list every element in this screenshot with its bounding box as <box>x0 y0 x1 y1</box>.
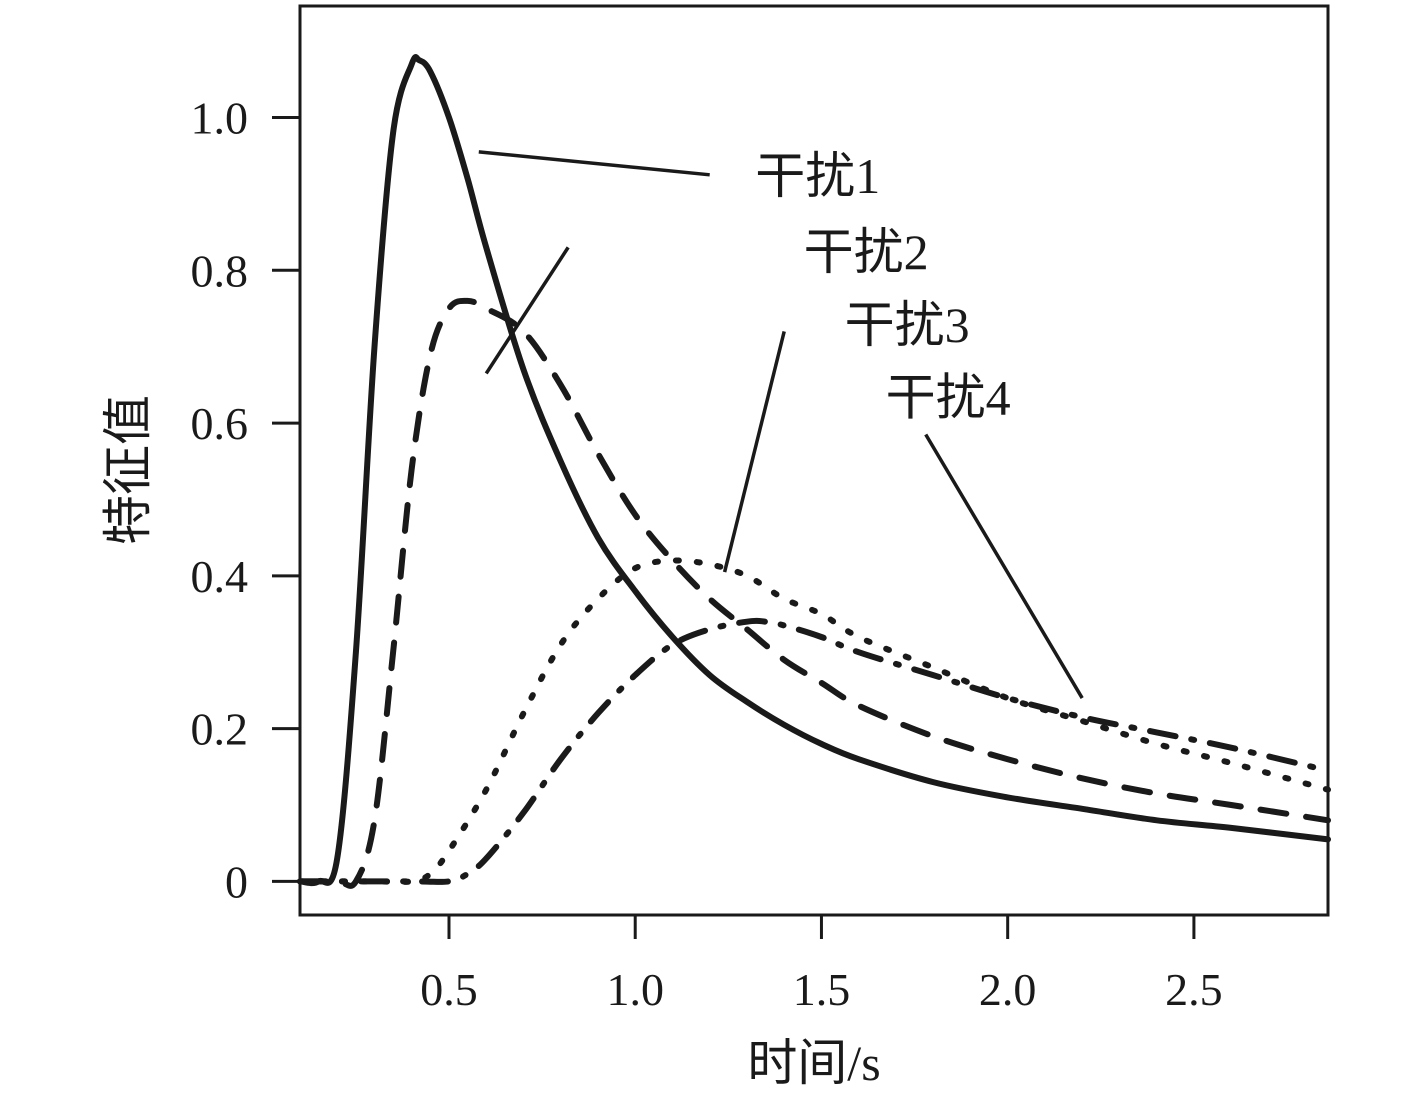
annotation-leader-2 <box>484 246 570 375</box>
x-tick-label: 2.5 <box>1165 964 1223 1015</box>
x-tick-label: 1.0 <box>606 964 664 1015</box>
annotation-leader-4 <box>924 433 1084 699</box>
y-axis-ticks: 0 0.2 0.4 0.6 0.8 1.0 <box>191 93 300 907</box>
y-tick-label: 0.4 <box>191 551 249 602</box>
y-tick-label: 0.8 <box>191 245 249 296</box>
y-tick-label: 1.0 <box>191 93 249 144</box>
series-line-1 <box>297 54 1331 887</box>
series-annotations: 干扰1 干扰2 干扰3 干扰4 <box>478 148 1084 699</box>
annotation-label-3: 干扰3 <box>845 297 970 353</box>
x-axis-label: 时间/s <box>747 1035 880 1091</box>
series-line-3 <box>297 557 1331 885</box>
x-tick-label: 2.0 <box>979 964 1037 1015</box>
x-axis-ticks: 0.5 1.0 1.5 2.0 2.5 <box>420 915 1223 1015</box>
annotation-label-2: 干扰2 <box>804 224 929 280</box>
x-tick-label: 1.5 <box>793 964 851 1015</box>
plot-frame <box>298 4 1330 917</box>
y-tick-label: 0.6 <box>191 398 249 449</box>
annotation-label-1: 干扰1 <box>755 148 880 204</box>
annotation-label-4: 干扰4 <box>886 369 1011 425</box>
series-lines <box>297 54 1331 889</box>
x-tick-label: 0.5 <box>420 964 478 1015</box>
series-line-4 <box>297 617 1331 885</box>
series-line-2 <box>297 297 1331 889</box>
y-tick-label: 0.2 <box>191 704 249 755</box>
annotation-leader-1 <box>478 150 710 177</box>
y-tick-label: 0 <box>225 856 248 907</box>
annotation-leader-3 <box>722 330 786 573</box>
y-axis-label: 特征值 <box>100 395 156 545</box>
